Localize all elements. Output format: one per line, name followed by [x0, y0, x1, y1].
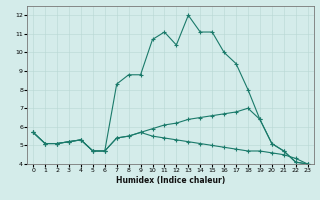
- X-axis label: Humidex (Indice chaleur): Humidex (Indice chaleur): [116, 176, 225, 185]
